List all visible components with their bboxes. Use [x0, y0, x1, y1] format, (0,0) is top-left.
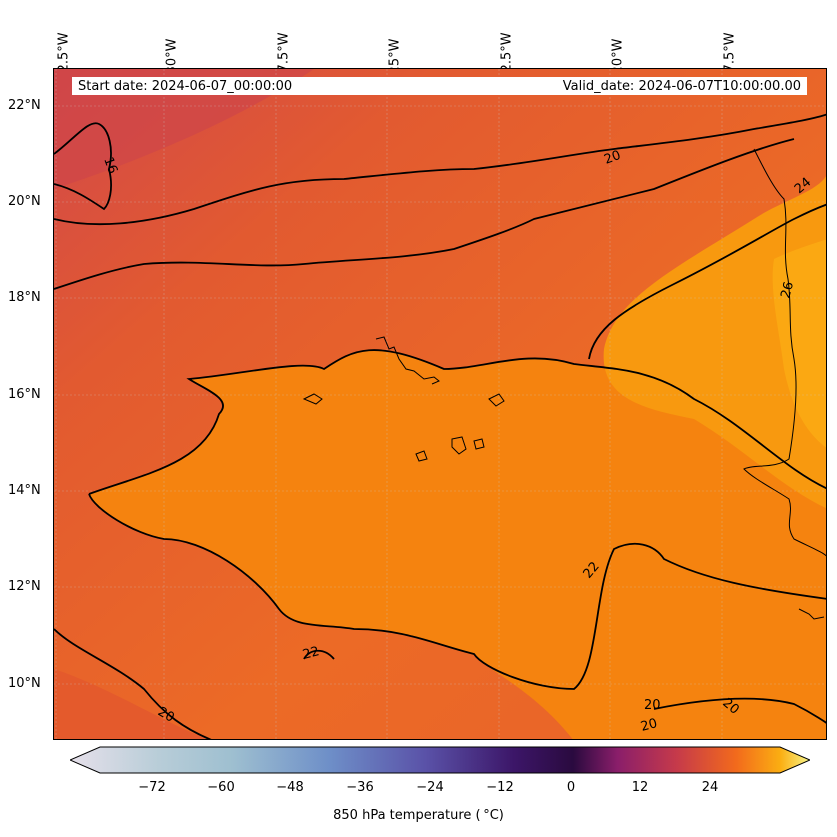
lat-label-14n: 14°N: [8, 483, 41, 498]
cbar-tick-0: 0: [566, 780, 576, 795]
cbar-tick-neg60: −60: [207, 780, 235, 795]
contour-16: [54, 122, 112, 211]
colorbar-title: 850 hPa temperature ( °C): [333, 808, 504, 823]
graticule: [54, 69, 826, 739]
cool-region-nw: [54, 69, 314, 189]
warm-region-24: [603, 175, 826, 509]
warm-region-26: [772, 239, 826, 448]
contour-label-26: 26: [778, 280, 797, 300]
lat-label-22n: 22°N: [8, 98, 41, 113]
cbar-tick-neg12: −12: [486, 780, 514, 795]
start-date: Start date: 2024-06-07_00:00:00: [78, 78, 293, 94]
lon-label-17-5w: 17.5°W: [722, 32, 738, 81]
cool-region-sw: [54, 669, 209, 739]
lon-label-25w: 25°W: [387, 38, 403, 75]
temperature-map: 16 20 24 26 22 22 20 20 20 20: [53, 68, 827, 740]
contour-18-north: [54, 113, 826, 226]
contour-label-16: 16: [100, 155, 120, 176]
contour-lines: [54, 113, 826, 739]
colorbar: [70, 746, 810, 774]
contour-label-20-north: 20: [602, 148, 623, 168]
lat-label-18n: 18°N: [8, 290, 41, 305]
lon-label-20w: 20°W: [610, 38, 626, 75]
cbar-tick-24: 24: [701, 780, 719, 795]
lon-label-32-5w: 32.5°W: [56, 32, 72, 81]
lon-label-27-5w: 27.5°W: [276, 32, 292, 81]
contour-label-20-se-b: 20: [639, 716, 659, 735]
map-canvas: 16 20 24 26 22 22 20 20 20 20: [54, 69, 826, 739]
cbar-tick-neg36: −36: [346, 780, 374, 795]
cbar-tick-neg24: −24: [416, 780, 444, 795]
african-coastline: [743, 148, 826, 557]
cbar-tick-neg72: −72: [138, 780, 166, 795]
lon-label-30w: 30°W: [164, 38, 180, 75]
cape-verde-island-5: [415, 450, 428, 462]
lat-label-16n: 16°N: [8, 387, 41, 402]
contour-label-22-small: 22: [301, 644, 321, 663]
valid-date: Valid_date: 2024-06-07T10:00:00.00: [562, 78, 801, 94]
contour-20-se: [653, 697, 826, 724]
contour-label-20-se-a: 20: [644, 698, 661, 713]
lon-label-22-5w: 22.5°W: [499, 32, 515, 81]
lat-label-20n: 20°N: [8, 194, 41, 209]
date-banner: Start date: 2024-06-07_00:00:00 Valid_da…: [72, 77, 807, 95]
warm-region-22: [89, 350, 826, 739]
lat-label-10n: 10°N: [8, 676, 41, 691]
contour-20: [54, 138, 795, 290]
lat-label-12n: 12°N: [8, 579, 41, 594]
cape-verde-island-3: [451, 436, 467, 455]
cbar-tick-12: 12: [631, 780, 649, 795]
colorbar-ramp: [70, 746, 810, 774]
cape-verde-island-4: [473, 438, 485, 450]
bissagos-islands: [798, 608, 825, 620]
contour-24: [588, 203, 826, 360]
contour-22-north: [88, 349, 826, 495]
coastlines: [302, 148, 826, 620]
contour-20-sw: [54, 628, 212, 739]
contour-22-south: [88, 493, 826, 690]
cape-verde-islands-north: [375, 336, 440, 385]
cbar-tick-neg48: −48: [276, 780, 304, 795]
contour-22-small: [303, 649, 335, 660]
cape-verde-island-1: [302, 393, 323, 405]
cape-verde-island-2: [488, 393, 505, 407]
contour-label-20-sw: 20: [155, 704, 177, 725]
